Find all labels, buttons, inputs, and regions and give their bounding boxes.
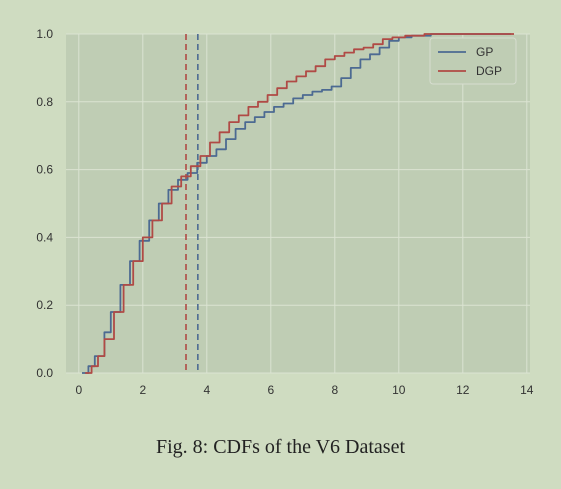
y-tick-label: 0.2	[36, 298, 53, 312]
x-tick-label: 2	[139, 383, 146, 397]
x-tick-label: 10	[392, 383, 406, 397]
legend-box	[429, 37, 517, 85]
x-tick-label: 6	[267, 383, 274, 397]
figure-caption: Fig. 8: CDFs of the V6 Dataset	[155, 436, 406, 458]
x-tick-label: 8	[331, 383, 338, 397]
x-tick-label: 14	[520, 383, 534, 397]
series-lines	[82, 33, 514, 374]
y-tick-label: 0.6	[36, 163, 53, 177]
x-tick-label: 4	[203, 383, 210, 397]
y-tick-label: 1.0	[36, 27, 53, 41]
legend-label-gp: GP	[476, 45, 493, 59]
y-tick-label: 0.8	[36, 95, 53, 109]
legend: GP DGP	[429, 37, 517, 85]
legend-label-dgp: DGP	[476, 64, 502, 78]
threshold-lines	[185, 34, 199, 373]
cdf-chart: 0 2 4 6 8 10 12 14 0.0 0.2 0.4 0.6 0.8 1.0 GP DGP	[36, 27, 533, 397]
tick-labels: 0 2 4 6 8 10 12 14 0.0 0.2 0.4 0.6 0.8 1.0	[36, 27, 533, 397]
plot-area	[66, 34, 530, 373]
y-tick-label: 0.0	[36, 366, 53, 380]
x-tick-label: 12	[456, 383, 470, 397]
y-tick-label: 0.4	[36, 230, 53, 244]
series-line-dgp	[85, 33, 514, 374]
x-tick-label: 0	[75, 383, 82, 397]
